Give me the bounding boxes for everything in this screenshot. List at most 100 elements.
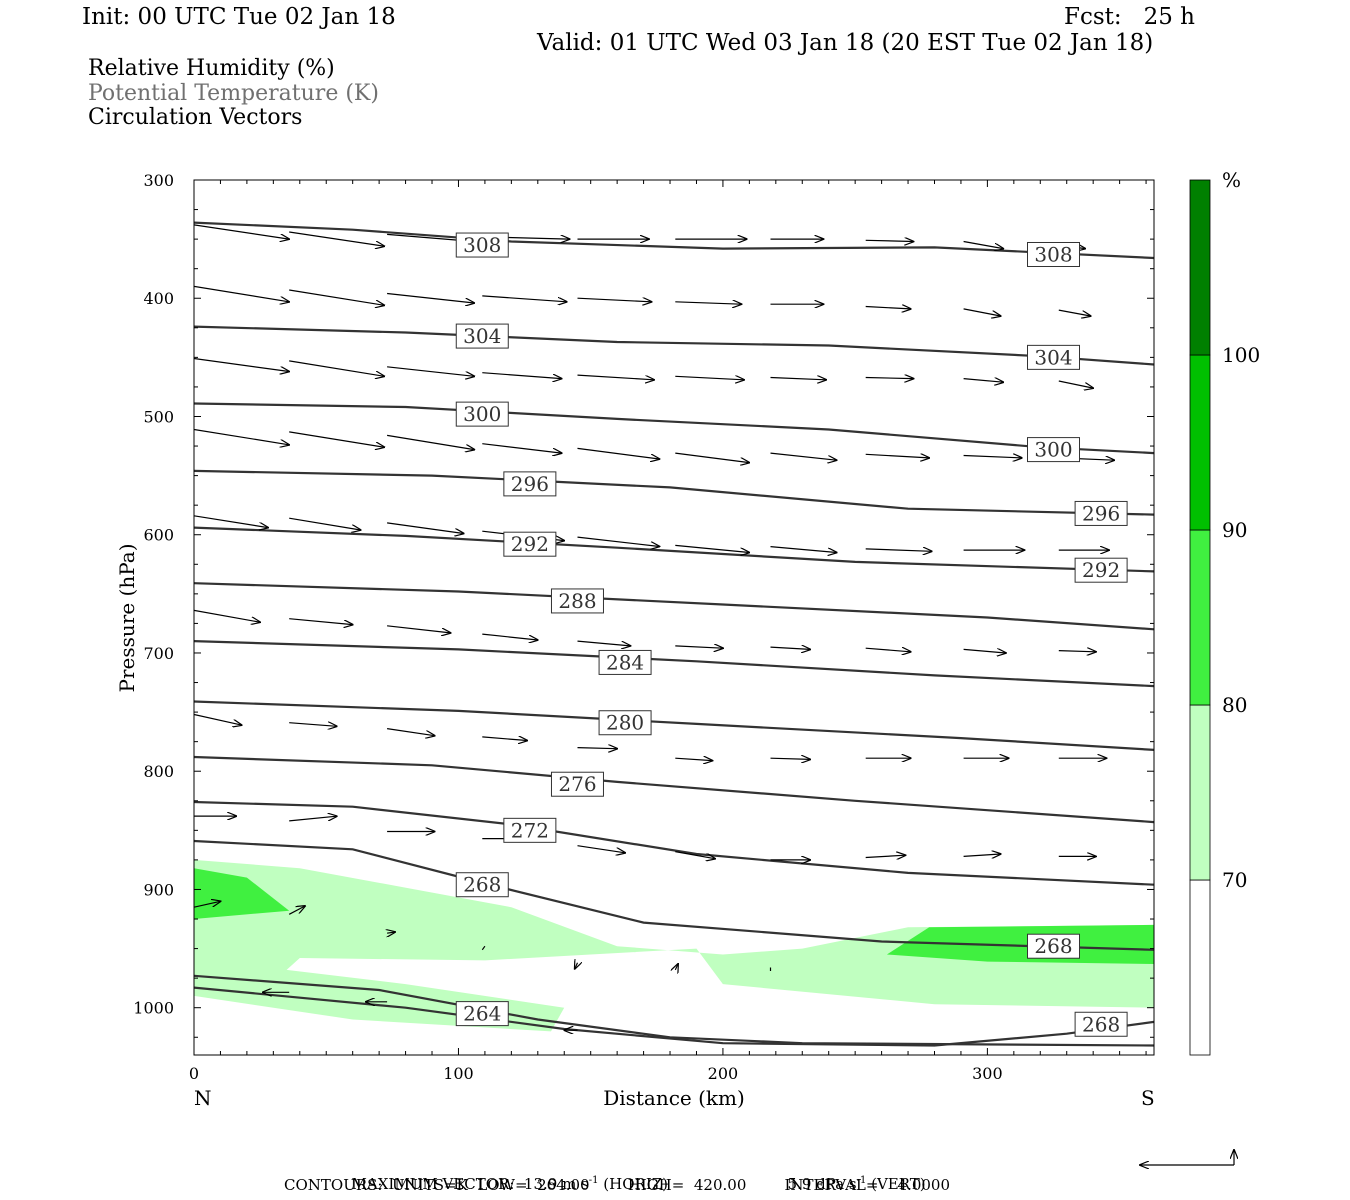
theta-label-box [455, 232, 509, 258]
circulation-vector [194, 285, 289, 301]
circulation-vector [1058, 309, 1091, 316]
circulation-vector [577, 845, 626, 853]
colorbar-tick-label: 70 [1222, 868, 1247, 892]
circulation-vector [577, 298, 652, 302]
valid-time: Valid: 01 UTC Wed 03 Jan 18 (20 EST Tue … [537, 30, 1154, 56]
circulation-vector [289, 517, 360, 530]
plot-frame [193, 179, 1155, 1056]
colorbar-unit: % [1222, 168, 1241, 192]
circulation-vector [770, 546, 837, 553]
theta-contour-layer [194, 221, 1154, 1047]
circulation-vector [675, 302, 741, 304]
circulation-vector [1058, 380, 1093, 388]
circulation-vector [289, 723, 337, 727]
circulation-vector [675, 452, 749, 463]
circulation-vector [194, 713, 242, 726]
theta-label-box [1074, 500, 1128, 526]
circulation-vector [963, 456, 1022, 458]
y-tick-label: 500 [143, 407, 174, 426]
y-tick-label: 800 [143, 762, 174, 781]
theta-contour-288-5 [194, 582, 1154, 631]
exponent-vert: -1 [856, 1175, 867, 1186]
circulation-vector [577, 374, 655, 380]
theta-label-box [455, 1001, 509, 1027]
circulation-vector [289, 618, 352, 625]
max-vector-vert-line: 5.9 dPa s-1 (VERT) [778, 1157, 926, 1193]
max-vector-line: MAXIMUM VECTOR: 13.9 m s-1 (HORIZ) [342, 1157, 668, 1193]
circulation-vector [963, 649, 1006, 653]
max-vector-vert-unit: (VERT) [866, 1175, 926, 1193]
south-label: S [1141, 1086, 1155, 1110]
theta-label-288: 288 [558, 589, 596, 613]
circulation-vector [865, 855, 906, 857]
circulation-vector [387, 932, 395, 933]
theta-contour-296-3 [194, 469, 1154, 516]
circulation-vector [865, 307, 911, 309]
x-tick-label: 100 [443, 1064, 474, 1083]
circulation-vector [482, 372, 561, 379]
circulation-vector [675, 758, 712, 760]
circulation-vector [865, 378, 914, 379]
circulation-vector [387, 292, 474, 304]
theta-label-292: 292 [511, 532, 549, 556]
theta-label-box [1027, 933, 1081, 959]
y-tick-label: 600 [143, 526, 174, 545]
y-tick-label: 900 [143, 880, 174, 899]
theta-label-box [1027, 241, 1081, 267]
theta-label-284: 284 [606, 650, 644, 674]
theta-contour-264-11 [194, 974, 1154, 1047]
theta-label-308: 308 [463, 233, 501, 257]
y-tick-label: 700 [143, 644, 174, 663]
theta-contour-284-6 [194, 640, 1154, 688]
theta-contour-268-12 [194, 986, 1154, 1047]
theta-label-box [550, 771, 604, 797]
theta-label-304: 304 [1034, 345, 1072, 369]
circulation-vector [289, 231, 384, 246]
colorbar-tick-label: 90 [1222, 518, 1247, 542]
theta-label-268: 268 [1082, 1012, 1120, 1036]
circulation-vector [289, 431, 384, 447]
circulation-vector [289, 360, 384, 376]
circulation-vector [387, 625, 450, 633]
theta-label-296: 296 [511, 472, 549, 496]
colorbar-band [1189, 529, 1211, 706]
circulation-vector [577, 536, 660, 546]
theta-label-292: 292 [1082, 558, 1120, 582]
theta-label-box [455, 401, 509, 427]
circulation-vector [482, 295, 566, 302]
exponent-horiz: -1 [588, 1175, 599, 1186]
max-vector-horiz-unit: (HORIZ) [598, 1175, 669, 1193]
field-label-rh: Relative Humidity (%) [88, 56, 335, 81]
colorbar-tick-label: 100 [1222, 343, 1260, 367]
circulation-vector [675, 851, 715, 859]
colorbar-band [1189, 879, 1211, 1056]
theta-contour-280-7 [194, 700, 1154, 751]
circulation-vector [963, 240, 1004, 249]
contour-label-layer: 308 308 304 304 300 300 296 296 292 292 288 284 280 2… [455, 232, 1128, 1037]
north-label: N [194, 1086, 212, 1110]
circulation-vector [770, 758, 811, 759]
circulation-vector [289, 289, 384, 305]
theta-label-box [1074, 1011, 1128, 1037]
theta-label-box [1074, 557, 1128, 583]
theta-label-box [455, 872, 509, 898]
circulation-vector [865, 549, 932, 551]
circulation-vector [387, 366, 474, 377]
theta-label-box [1027, 344, 1081, 370]
theta-label-268: 268 [1034, 934, 1072, 958]
max-vector-horiz: MAXIMUM VECTOR: 13.9 m s [351, 1175, 589, 1193]
contours-info: CONTOURS: UNITS=K LOW= 264.00 HIGH= 420.… [284, 1176, 950, 1194]
circulation-vector [194, 224, 289, 239]
circulation-vector [865, 240, 914, 241]
theta-label-box [503, 531, 557, 557]
circulation-vector [289, 816, 337, 822]
theta-label-276: 276 [558, 772, 596, 796]
circulation-vector [1058, 651, 1096, 652]
rh-region-80-90-2 [886, 924, 1154, 964]
theta-label-304: 304 [463, 324, 501, 348]
theta-label-box [598, 649, 652, 675]
circulation-vector [770, 378, 827, 380]
colorbar-band [1189, 179, 1211, 356]
y-tick-label: 400 [143, 289, 174, 308]
theta-label-box [1027, 437, 1081, 463]
